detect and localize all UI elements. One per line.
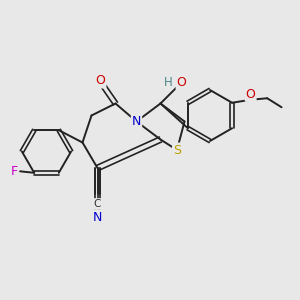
Text: N: N bbox=[132, 115, 141, 128]
Text: O: O bbox=[246, 88, 256, 101]
Text: N: N bbox=[93, 211, 102, 224]
Text: C: C bbox=[94, 199, 101, 209]
Text: O: O bbox=[177, 76, 186, 89]
Text: F: F bbox=[11, 165, 18, 178]
Text: O: O bbox=[96, 74, 105, 88]
Text: S: S bbox=[173, 143, 181, 157]
Text: H: H bbox=[164, 76, 172, 89]
